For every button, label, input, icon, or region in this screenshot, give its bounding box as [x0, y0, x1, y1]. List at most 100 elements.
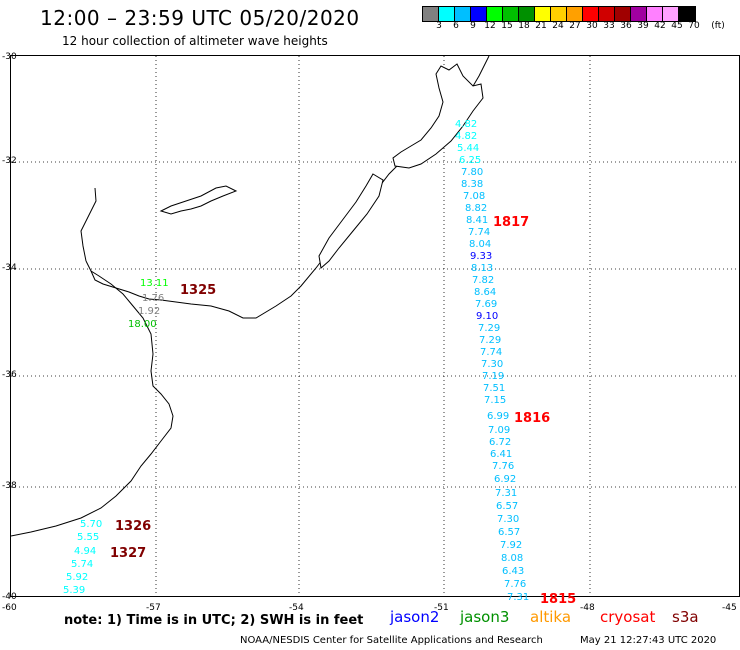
wave-height-value: 7.29	[478, 323, 501, 334]
colorbar-swatch	[647, 7, 663, 21]
wave-height-value: 9.33	[470, 251, 493, 262]
legend-cryosat: cryosat	[600, 608, 656, 626]
lat-label: -34	[2, 263, 17, 273]
wave-height-value: 7.30	[481, 359, 504, 370]
colorbar-label: 15	[501, 21, 513, 31]
colorbar-label: 42	[654, 21, 666, 31]
colorbar-labels: 3 6 9 12 15 18 21 24 27 30 33 36 39 42 45 70 (ft)	[422, 21, 740, 33]
wave-height-value: 6.41	[490, 449, 513, 460]
lon-label: -48	[580, 603, 595, 613]
wave-height-value: 6.25	[459, 155, 482, 166]
map-title: 12:00 – 23:59 UTC 05/20/2020	[40, 6, 360, 30]
colorbar-label: 45	[671, 21, 683, 31]
wave-height-value: 7.76	[504, 579, 527, 590]
wave-height-value: 7.09	[488, 425, 511, 436]
colorbar-swatch	[455, 7, 471, 21]
wave-height-value: 8.82	[465, 203, 488, 214]
wave-height-value: 7.08	[463, 191, 486, 202]
wave-height-value: 8.41	[466, 215, 489, 226]
wave-height-value: 9.10	[476, 311, 499, 322]
wave-height-value: 5.55	[77, 532, 100, 543]
wave-height-value: 8.64	[474, 287, 497, 298]
colorbar-swatch	[615, 7, 631, 21]
wave-height-value: 6.43	[502, 566, 525, 577]
wave-height-value: 8.08	[501, 553, 524, 564]
lon-label: -57	[146, 603, 161, 613]
footer-note: note: 1) Time is in UTC; 2) SWH is in fe…	[64, 613, 364, 628]
colorbar-label: 70	[688, 21, 700, 31]
wave-height-value: 18.00	[128, 319, 157, 330]
lat-label: -36	[2, 370, 17, 380]
graticule	[11, 56, 740, 598]
colorbar-swatch	[599, 7, 615, 21]
colorbar-label: 18	[518, 21, 530, 31]
colorbar-swatch	[423, 7, 439, 21]
colorbar-label: 12	[484, 21, 496, 31]
colorbar-swatch	[567, 7, 583, 21]
credit-line: NOAA/NESDIS Center for Satellite Applica…	[240, 635, 543, 646]
wave-height-value: 8.13	[471, 263, 494, 274]
wave-height-value: 4.82	[455, 131, 478, 142]
wave-height-value: 7.69	[475, 299, 498, 310]
wave-height-value: 4.82	[455, 119, 478, 130]
colorbar-swatch	[519, 7, 535, 21]
colorbar-label: 39	[637, 21, 649, 31]
wave-height-value: 5.70	[80, 519, 103, 530]
lon-label: -45	[722, 603, 737, 613]
colorbar-label: 9	[470, 21, 476, 31]
lat-label: -30	[2, 52, 17, 62]
wave-height-value: 7.76	[492, 461, 515, 472]
wave-height-value: 7.31	[495, 488, 518, 499]
wave-height-value: 7.80	[461, 167, 484, 178]
wave-height-value: 4.94	[74, 546, 97, 557]
wave-height-value: 8.38	[461, 179, 484, 190]
colorbar-swatch	[679, 7, 695, 21]
wave-height-value: 7.82	[472, 275, 495, 286]
lon-label: -51	[434, 603, 449, 613]
legend-jason2: jason2	[390, 608, 440, 626]
colorbar-swatch	[663, 7, 679, 21]
colorbar-label: 21	[535, 21, 547, 31]
map-canvas	[10, 55, 740, 598]
coastline	[10, 55, 490, 537]
lat-label: -40	[2, 592, 17, 602]
colorbar-swatch	[535, 7, 551, 21]
wave-height-value: 7.29	[479, 335, 502, 346]
colorbar-label: 3	[436, 21, 442, 31]
colorbar-label: (ft)	[711, 21, 725, 31]
colorbar-label: 30	[586, 21, 598, 31]
wave-height-value: 7.15	[484, 395, 507, 406]
wave-height-value: 5.39	[63, 585, 86, 596]
wave-height-value: 7.19	[482, 371, 505, 382]
wave-height-value: 7.74	[468, 227, 491, 238]
pass-time-label: 1325	[180, 283, 217, 298]
colorbar-label: 33	[603, 21, 615, 31]
wave-height-value: 1.92	[138, 306, 161, 317]
colorbar-label: 6	[453, 21, 459, 31]
colorbar-swatch	[503, 7, 519, 21]
wave-height-colorbar	[422, 6, 696, 22]
lon-label: -60	[2, 603, 17, 613]
wave-height-value: 6.57	[496, 501, 519, 512]
wave-height-value: 6.92	[494, 474, 517, 485]
wave-height-value: 7.51	[483, 383, 506, 394]
map-frame	[10, 55, 740, 598]
wave-height-value: 7.74	[480, 347, 503, 358]
wave-height-value: 13.11	[140, 278, 169, 289]
colorbar-label: 36	[620, 21, 632, 31]
colorbar-swatch	[439, 7, 455, 21]
wave-height-value: 7.31	[507, 592, 530, 603]
wave-height-value: 7.92	[500, 540, 523, 551]
lat-label: -32	[2, 156, 17, 166]
wave-height-value: 5.74	[71, 559, 94, 570]
legend-altika: altika	[530, 608, 572, 626]
colorbar-swatch	[631, 7, 647, 21]
lon-label: -54	[289, 603, 304, 613]
colorbar-swatch	[551, 7, 567, 21]
generation-timestamp: May 21 12:27:43 UTC 2020	[580, 635, 717, 646]
pass-time-label: 1817	[493, 215, 530, 230]
wave-height-value: 6.99	[487, 411, 510, 422]
wave-height-value: 5.92	[66, 572, 89, 583]
lat-label: -38	[2, 481, 17, 491]
wave-height-value: 6.72	[489, 437, 512, 448]
